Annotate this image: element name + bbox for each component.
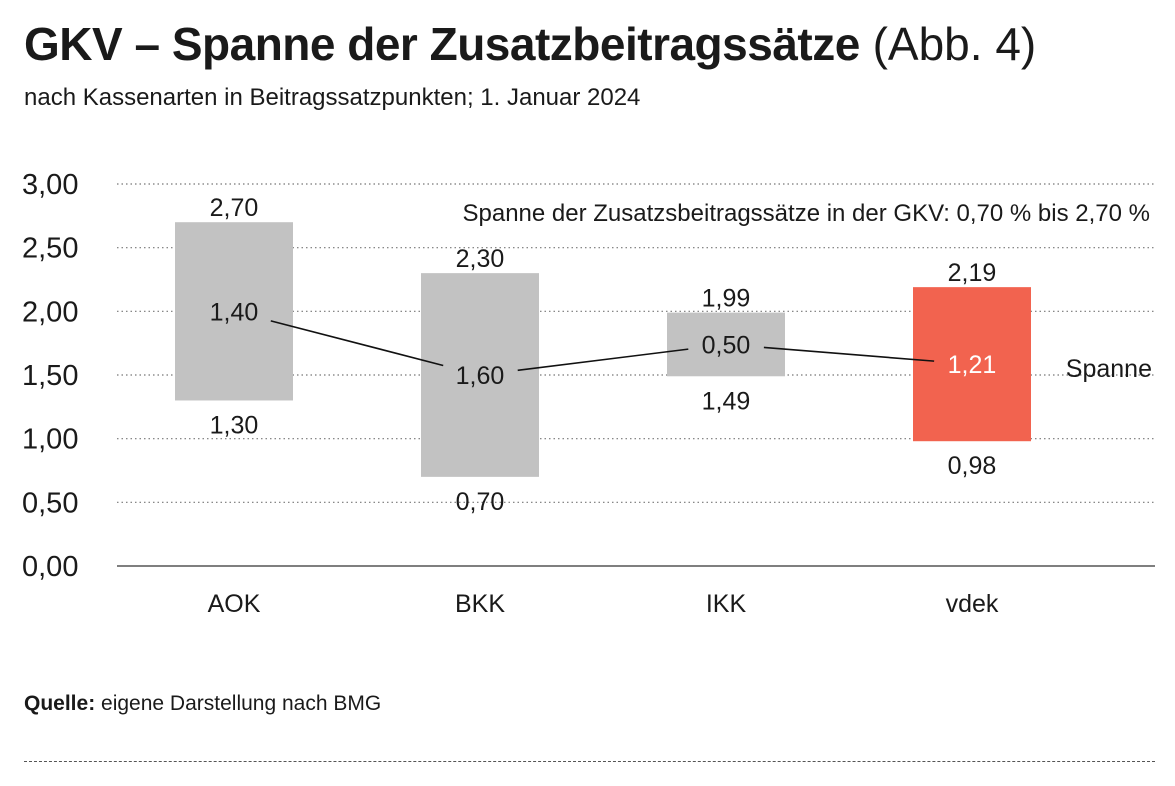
range-value-label: 0,50	[702, 331, 751, 359]
range-bar-aok	[175, 222, 293, 401]
range-connector-line	[763, 346, 935, 362]
source-text: eigene Darstellung nach BMG	[101, 692, 382, 715]
max-value-label: 2,70	[210, 194, 259, 222]
source-note: Quelle: eigene Darstellung nach BMG	[24, 690, 381, 718]
range-connector-line	[270, 320, 444, 367]
range-bar-vdek	[913, 287, 1031, 442]
min-value-label: 1,30	[210, 411, 259, 439]
x-category-label: BKK	[455, 590, 505, 618]
min-value-label: 0,70	[456, 488, 505, 516]
x-category-label: vdek	[946, 590, 999, 618]
y-tick-label: 1,00	[22, 424, 78, 456]
x-category-label: IKK	[706, 590, 747, 618]
title-figure-number: (Abb. 4)	[872, 18, 1037, 70]
y-tick-label: 2,50	[22, 233, 78, 265]
range-value-label: 1,60	[456, 362, 505, 390]
source-label: Quelle:	[24, 692, 96, 715]
x-category-label: AOK	[208, 590, 261, 618]
min-value-label: 0,98	[948, 452, 997, 480]
y-tick-label: 1,50	[22, 360, 78, 392]
title-main: GKV – Spanne der Zusatzbeitragssätze	[24, 18, 860, 70]
page-title: GKV – Spanne der Zusatzbeitragssätze (Ab…	[24, 14, 1036, 74]
range-bar-bkk	[421, 273, 539, 477]
max-value-label: 1,99	[702, 285, 751, 313]
y-tick-label: 2,00	[22, 296, 78, 328]
min-value-label: 1,49	[702, 387, 751, 415]
range-chart: 0,00 0,50 1,00 1,50 2,00 2,50 3,00 2,70 1,30 1,40…	[22, 169, 1155, 618]
y-tick-label: 0,50	[22, 487, 78, 519]
y-tick-label: 0,00	[22, 551, 78, 583]
footer-divider	[24, 761, 1155, 762]
line-series-label: Spanne	[1066, 355, 1152, 383]
range-bar-ikk	[667, 312, 785, 377]
range-value-label: 1,40	[210, 298, 259, 326]
max-value-label: 2,19	[948, 259, 997, 287]
y-tick-label: 3,00	[22, 169, 78, 201]
max-value-label: 2,30	[456, 245, 505, 273]
range-value-label: 1,21	[948, 351, 997, 379]
chart-annotation: Spanne der Zusatzsbeitragssätze in der G…	[463, 200, 1151, 227]
range-connector-line	[517, 348, 689, 372]
page-subtitle: nach Kassenarten in Beitragssatzpunkten;…	[24, 84, 641, 111]
